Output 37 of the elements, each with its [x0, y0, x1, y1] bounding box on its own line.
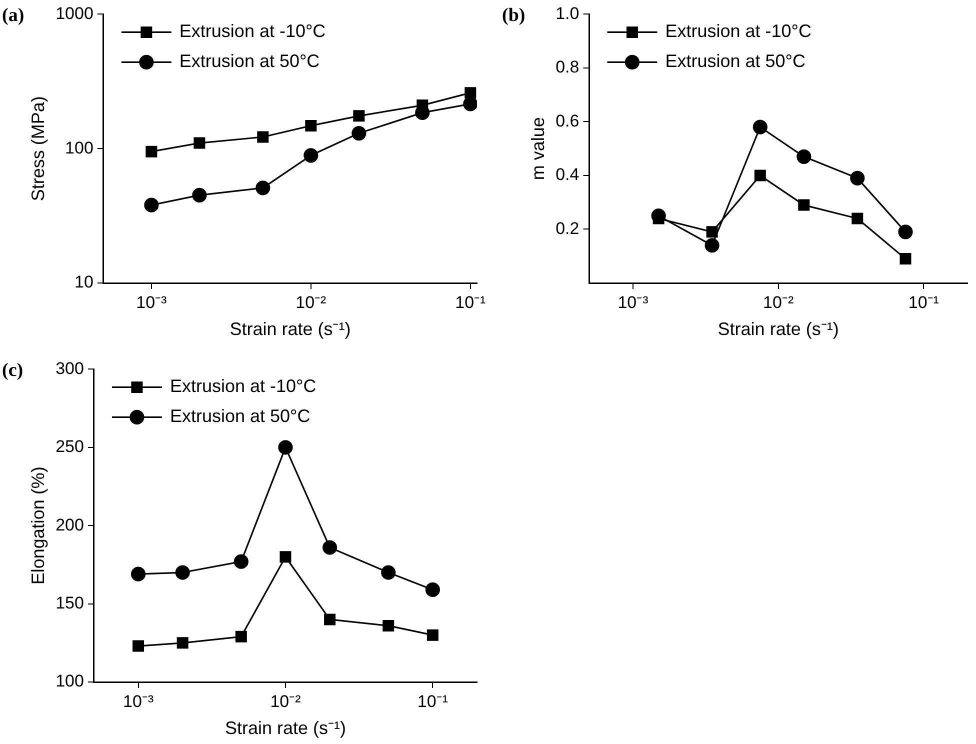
x-axis-title: Strain rate (s⁻¹): [718, 319, 839, 340]
y-tick-label: 1000: [56, 4, 94, 23]
y-tick-label: 10: [74, 272, 94, 292]
y-tick-label: 0.4: [556, 165, 580, 184]
chart-title: (a): [2, 5, 24, 26]
x-axis-title: Strain rate (s⁻¹): [224, 718, 346, 738]
x-tick-label: 10⁻¹: [417, 692, 448, 711]
y-axis-title: m value: [528, 117, 548, 180]
y-tick-label: 200: [56, 515, 84, 534]
x-tick-label: 10⁻¹: [455, 292, 486, 312]
x-axis-title: Strain rate (s⁻¹): [230, 319, 351, 340]
x-tick-label: 10⁻²: [763, 292, 794, 312]
y-tick-label: 150: [56, 593, 84, 612]
y-tick-label: 250: [56, 437, 84, 456]
x-tick-label: 10⁻²: [296, 292, 327, 312]
y-tick-label: 0.8: [556, 58, 580, 77]
legend-label: Extrusion at -10°C: [665, 21, 812, 42]
y-tick-label: 100: [65, 138, 94, 158]
y-tick-label: 1.0: [556, 4, 580, 23]
x-tick-label: 10⁻²: [270, 692, 302, 711]
y-tick-label: 0.2: [556, 218, 580, 238]
y-tick-label: 300: [56, 358, 84, 378]
chart-title: (b): [502, 5, 526, 26]
legend-label: Extrusion at 50°C: [179, 51, 320, 72]
y-tick-label: 100: [56, 672, 84, 691]
x-tick-label: 10⁻³: [136, 292, 168, 312]
y-axis-title: Stress (MPa): [28, 96, 48, 202]
legend-label: Extrusion at -10°C: [179, 21, 326, 42]
legend-label: Extrusion at 50°C: [170, 406, 310, 426]
x-tick-label: 10⁻¹: [908, 292, 940, 312]
legend-label: Extrusion at -10°C: [170, 376, 316, 396]
legend-label: Extrusion at 50°C: [665, 51, 806, 72]
x-tick-label: 10⁻³: [618, 292, 649, 312]
y-tick-label: 0.6: [556, 111, 580, 130]
y-axis-title: Elongation (%): [28, 466, 48, 585]
x-tick-label: 10⁻³: [122, 692, 154, 711]
chart-title: (c): [2, 360, 24, 382]
